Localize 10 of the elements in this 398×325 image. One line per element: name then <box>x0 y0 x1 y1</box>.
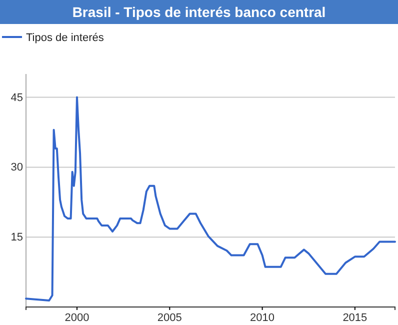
y-tick-label: 15 <box>10 232 23 244</box>
legend-label: Tipos de interés <box>26 32 104 44</box>
line-series <box>25 96 396 302</box>
y-tick-label: 30 <box>10 162 23 174</box>
x-tick-label: 2000 <box>64 312 90 324</box>
x-tick-label: 2010 <box>250 312 275 324</box>
x-tick-label: 2005 <box>157 312 182 324</box>
chart-title: Brasil - Tipos de interés banco central <box>72 4 326 20</box>
x-tick-label: 2015 <box>342 312 368 324</box>
y-tick-label: 45 <box>10 92 23 104</box>
